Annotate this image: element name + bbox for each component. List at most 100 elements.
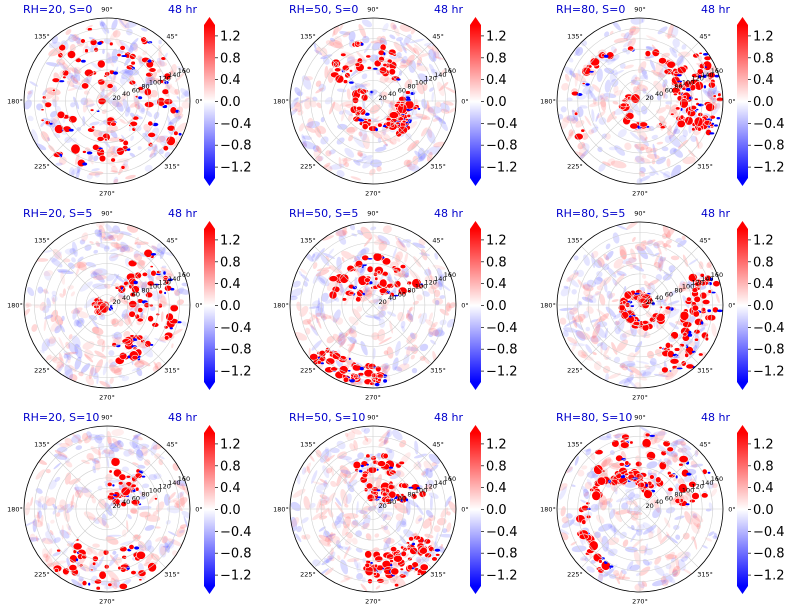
field-wash-cell bbox=[84, 435, 92, 444]
polar-heatmap-svg: 20 40 60 80 1001201401600°45°90°135°180°225°… bbox=[540, 210, 784, 402]
field-strong-cell bbox=[151, 322, 160, 328]
field-wash-cell bbox=[690, 463, 704, 468]
field-negative-cell bbox=[620, 475, 626, 479]
field-wash-cell bbox=[67, 87, 78, 92]
field-wash-cell bbox=[179, 524, 187, 529]
field-wash-cell bbox=[119, 118, 126, 124]
field-wash-cell bbox=[162, 545, 170, 548]
field-wash-cell bbox=[359, 265, 366, 276]
angular-grid-line bbox=[48, 508, 108, 568]
field-strong-cell bbox=[386, 283, 395, 289]
field-wash-cell bbox=[680, 440, 686, 447]
colorbar-tick-label: −0.4 bbox=[220, 525, 252, 540]
field-wash-cell bbox=[340, 285, 352, 296]
colorbar-tick-label: 0.4 bbox=[486, 277, 507, 292]
field-strong-cell bbox=[334, 74, 345, 84]
field-wash-cell bbox=[344, 503, 349, 508]
field-wash-cell bbox=[97, 556, 104, 568]
field-wash-cell bbox=[397, 237, 406, 248]
field-wash-cell bbox=[326, 280, 337, 291]
field-wash-cell bbox=[29, 533, 36, 541]
field-wash-cell bbox=[111, 19, 118, 31]
field-strong-cell bbox=[394, 583, 400, 588]
field-wash-cell bbox=[350, 176, 362, 181]
radial-tick-label: 100 bbox=[149, 487, 161, 495]
field-wash-cell bbox=[433, 115, 446, 125]
field-strong-cell bbox=[581, 82, 586, 85]
panel-title: RH=20, S=10 bbox=[23, 411, 100, 424]
field-wash-cell bbox=[634, 143, 649, 150]
field-negative-cell bbox=[383, 52, 386, 56]
field-wash-cell bbox=[583, 310, 590, 319]
field-strong-cell bbox=[131, 285, 140, 294]
field-wash-cell bbox=[297, 109, 304, 116]
field-wash-cell bbox=[103, 449, 115, 455]
field-wash-cell bbox=[585, 448, 592, 456]
field-strong-cell bbox=[92, 555, 99, 562]
field-wash-cell bbox=[613, 85, 619, 93]
field-wash-cell bbox=[93, 517, 100, 525]
field-wash-cell bbox=[63, 353, 68, 359]
field-wash-cell bbox=[68, 72, 74, 79]
field-wash-cell bbox=[634, 243, 647, 251]
field-wash-cell bbox=[56, 268, 70, 273]
field-wash-cell bbox=[689, 340, 696, 347]
field-wash-cell bbox=[579, 105, 588, 109]
field-wash-cell bbox=[349, 479, 358, 487]
field-wash-cell bbox=[596, 321, 608, 328]
field-strong-cell bbox=[62, 75, 67, 80]
field-negative-cell bbox=[676, 367, 683, 370]
field-wash-cell bbox=[383, 350, 389, 355]
field-wash-cell bbox=[70, 432, 83, 443]
field-wash-cell bbox=[627, 352, 636, 362]
field-wash-cell bbox=[665, 104, 671, 110]
field-wash-cell bbox=[663, 93, 668, 99]
angle-tick-label: 45° bbox=[166, 32, 178, 40]
field-wash-cell bbox=[605, 356, 612, 360]
field-wash-cell bbox=[680, 556, 689, 562]
field-wash-cell bbox=[314, 126, 322, 138]
field-wash-cell bbox=[311, 481, 327, 486]
angle-tick-label: 90° bbox=[101, 6, 113, 14]
field-wash-cell bbox=[410, 332, 416, 340]
field-wash-cell bbox=[623, 64, 634, 69]
field-wash-cell bbox=[691, 522, 700, 534]
field-strong-cell bbox=[118, 351, 128, 360]
radial-tick-label: 120 bbox=[691, 483, 703, 491]
field-wash-cell bbox=[428, 286, 437, 294]
field-wash-cell bbox=[654, 565, 665, 576]
field-wash-cell bbox=[362, 35, 370, 44]
colorbar-extend-max bbox=[470, 221, 481, 229]
field-wash-cell bbox=[677, 347, 686, 361]
field-wash-cell bbox=[446, 522, 452, 533]
field-wash-cell bbox=[383, 431, 390, 445]
radial-tick-label: 40 bbox=[122, 294, 130, 302]
field-wash-cell bbox=[388, 102, 394, 108]
angular-grid-line bbox=[581, 246, 641, 306]
field-strong-cell bbox=[399, 567, 404, 571]
radial-tick-label: 20 bbox=[112, 502, 120, 510]
field-wash-cell bbox=[140, 107, 146, 113]
field-wash-cell bbox=[74, 319, 83, 329]
field-strong-cell bbox=[150, 269, 157, 277]
field-wash-cell bbox=[332, 536, 341, 544]
field-wash-cell bbox=[346, 126, 356, 135]
field-wash-cell bbox=[361, 73, 368, 80]
field-wash-cell bbox=[608, 524, 621, 536]
field-strong-cell bbox=[338, 365, 349, 375]
field-strong-cell bbox=[378, 278, 388, 288]
field-wash-cell bbox=[599, 94, 609, 102]
field-wash-cell bbox=[129, 441, 140, 451]
field-wash-cell bbox=[68, 34, 77, 43]
field-wash-cell bbox=[324, 533, 336, 542]
field-wash-cell bbox=[353, 558, 359, 569]
field-negative-cell bbox=[75, 558, 79, 562]
field-wash-cell bbox=[387, 272, 393, 285]
field-wash-cell bbox=[158, 148, 164, 155]
colorbar-tick-label: 0.4 bbox=[753, 277, 774, 292]
field-wash-cell bbox=[667, 300, 680, 305]
field-wash-cell bbox=[707, 481, 715, 489]
field-wash-cell bbox=[436, 81, 445, 97]
field-wash-cell bbox=[181, 321, 187, 327]
field-strong-cell bbox=[328, 290, 338, 300]
